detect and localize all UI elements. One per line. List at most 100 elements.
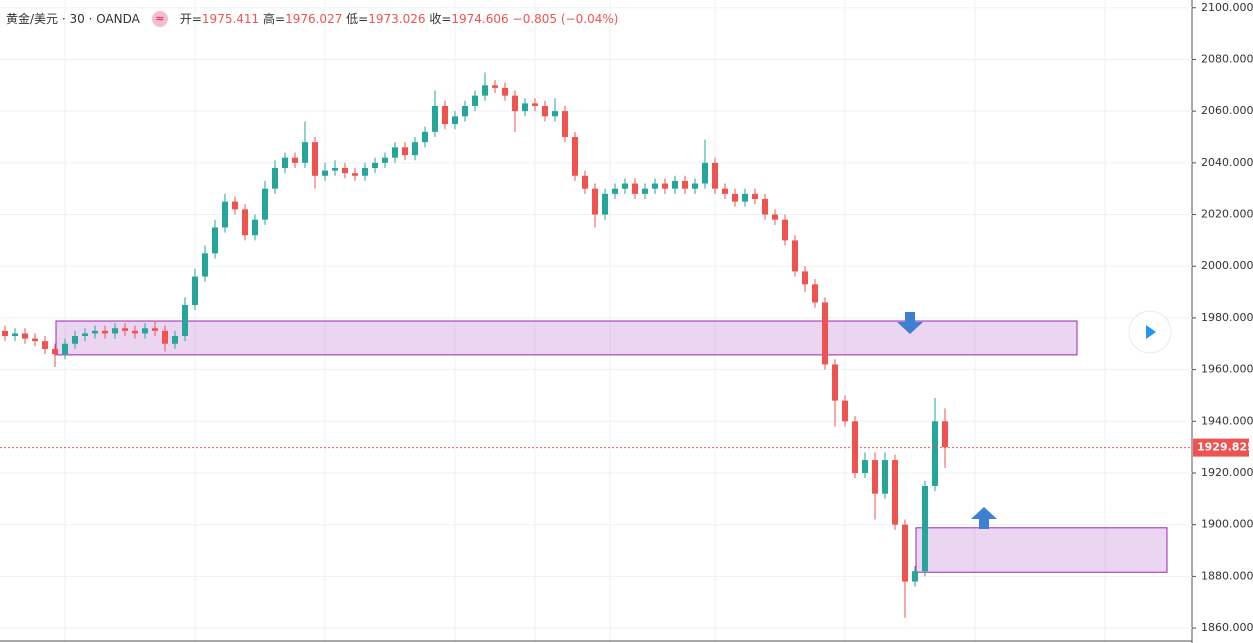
y-tick-label: 1960.000 — [1201, 363, 1253, 376]
last-price-box — [1193, 438, 1249, 457]
candle-body — [402, 147, 408, 156]
candle-body — [822, 302, 828, 365]
candle-body — [482, 85, 488, 96]
candle-body — [152, 328, 158, 331]
candle-body — [842, 400, 848, 422]
candle-body — [82, 333, 88, 337]
candle-body — [62, 343, 68, 355]
candle-body — [132, 330, 138, 334]
candle-body — [572, 136, 578, 176]
zone-arrow — [971, 507, 997, 529]
y-tick-label: 2020.000 — [1201, 208, 1253, 221]
candle-body — [2, 330, 8, 337]
candle-body — [212, 227, 218, 254]
play-button[interactable] — [1128, 310, 1172, 354]
y-tick-label: 2040.000 — [1201, 156, 1253, 169]
candle-body — [642, 188, 648, 194]
candle-body — [932, 421, 938, 486]
candle-body — [622, 183, 628, 189]
candle-body — [882, 460, 888, 494]
zone — [55, 320, 1078, 356]
candle-body — [302, 142, 308, 163]
ohlc-label: 开= — [179, 12, 202, 26]
candle-body — [432, 105, 438, 132]
candle-body — [492, 85, 498, 88]
candle-body — [722, 188, 728, 194]
candle-body — [42, 341, 48, 349]
zone-arrow — [897, 312, 923, 334]
ohlc-value: 1976.027 — [285, 12, 343, 26]
candle-body — [452, 116, 458, 125]
candle-body — [252, 219, 258, 236]
candle-body — [552, 111, 558, 117]
ohlc-label: 高= — [263, 12, 286, 26]
candle-body — [282, 157, 288, 169]
candle-body — [872, 460, 878, 494]
y-tick-label: 2060.000 — [1201, 104, 1253, 117]
candle-body — [902, 524, 908, 582]
candle-body — [222, 201, 228, 228]
candle-body — [692, 183, 698, 189]
y-tick-label: 2100.000 — [1201, 1, 1253, 14]
candle-body — [122, 328, 128, 331]
candle-body — [762, 199, 768, 215]
candle-body — [742, 193, 748, 202]
candle-body — [472, 95, 478, 106]
candle-body — [782, 219, 788, 241]
candle-body — [422, 131, 428, 143]
candle-body — [672, 180, 678, 189]
candle-body — [22, 333, 28, 339]
y-tick-label: 1920.000 — [1201, 466, 1253, 479]
candle-body — [392, 147, 398, 158]
candle-body — [322, 170, 328, 176]
candle-body — [142, 328, 148, 334]
y-tick-label: 1900.000 — [1201, 518, 1253, 531]
ohlc-label: 低= — [346, 12, 369, 26]
candle-body — [912, 571, 918, 582]
candle-body — [502, 87, 508, 96]
candle-body — [852, 421, 858, 473]
candle-body — [192, 276, 198, 305]
candle-body — [372, 162, 378, 169]
candle-body — [712, 162, 718, 189]
candle-body — [792, 240, 798, 272]
candle-body — [812, 284, 818, 303]
candle-body — [512, 95, 518, 112]
candle-body — [12, 333, 18, 337]
candle-body — [172, 336, 178, 344]
y-tick-label: 1880.000 — [1201, 569, 1253, 582]
y-tick-label: 1860.000 — [1201, 621, 1253, 634]
change: −0.805 (−0.04%) — [512, 11, 619, 26]
candle-body — [522, 103, 528, 112]
candle-body — [892, 460, 898, 525]
candle-body — [752, 193, 758, 200]
candle-body — [652, 183, 658, 189]
candle-body — [272, 168, 278, 189]
y-tick-label: 1940.000 — [1201, 414, 1253, 427]
candle-body — [202, 253, 208, 277]
candle-body — [72, 336, 78, 344]
candle-body — [632, 183, 638, 194]
y-tick-label: 2080.000 — [1201, 52, 1253, 65]
candle-body — [382, 157, 388, 163]
candle-body — [312, 142, 318, 176]
candle-body — [592, 188, 598, 215]
candle-body — [942, 421, 948, 448]
candle-body — [162, 330, 168, 344]
candle-body — [232, 201, 238, 210]
candle-body — [612, 188, 618, 194]
candle-body — [242, 209, 248, 236]
candle-body — [802, 271, 808, 285]
candle-body — [32, 338, 38, 342]
candle-body — [412, 142, 418, 156]
ohlc: 开=1975.411 高=1976.027 低=1973.026 收=1974.… — [180, 10, 509, 27]
candle-body — [262, 188, 268, 220]
legend-header: 黄金/美元 · 30 · OANDA ≈ 开=1975.411 高=1976.0… — [6, 10, 618, 27]
candle-body — [862, 460, 868, 473]
candle-body — [562, 111, 568, 137]
indicator-icon[interactable]: ≈ — [151, 10, 168, 27]
candle-body — [52, 348, 58, 355]
candle-body — [332, 168, 338, 171]
y-tick-label: 2000.000 — [1201, 259, 1253, 272]
